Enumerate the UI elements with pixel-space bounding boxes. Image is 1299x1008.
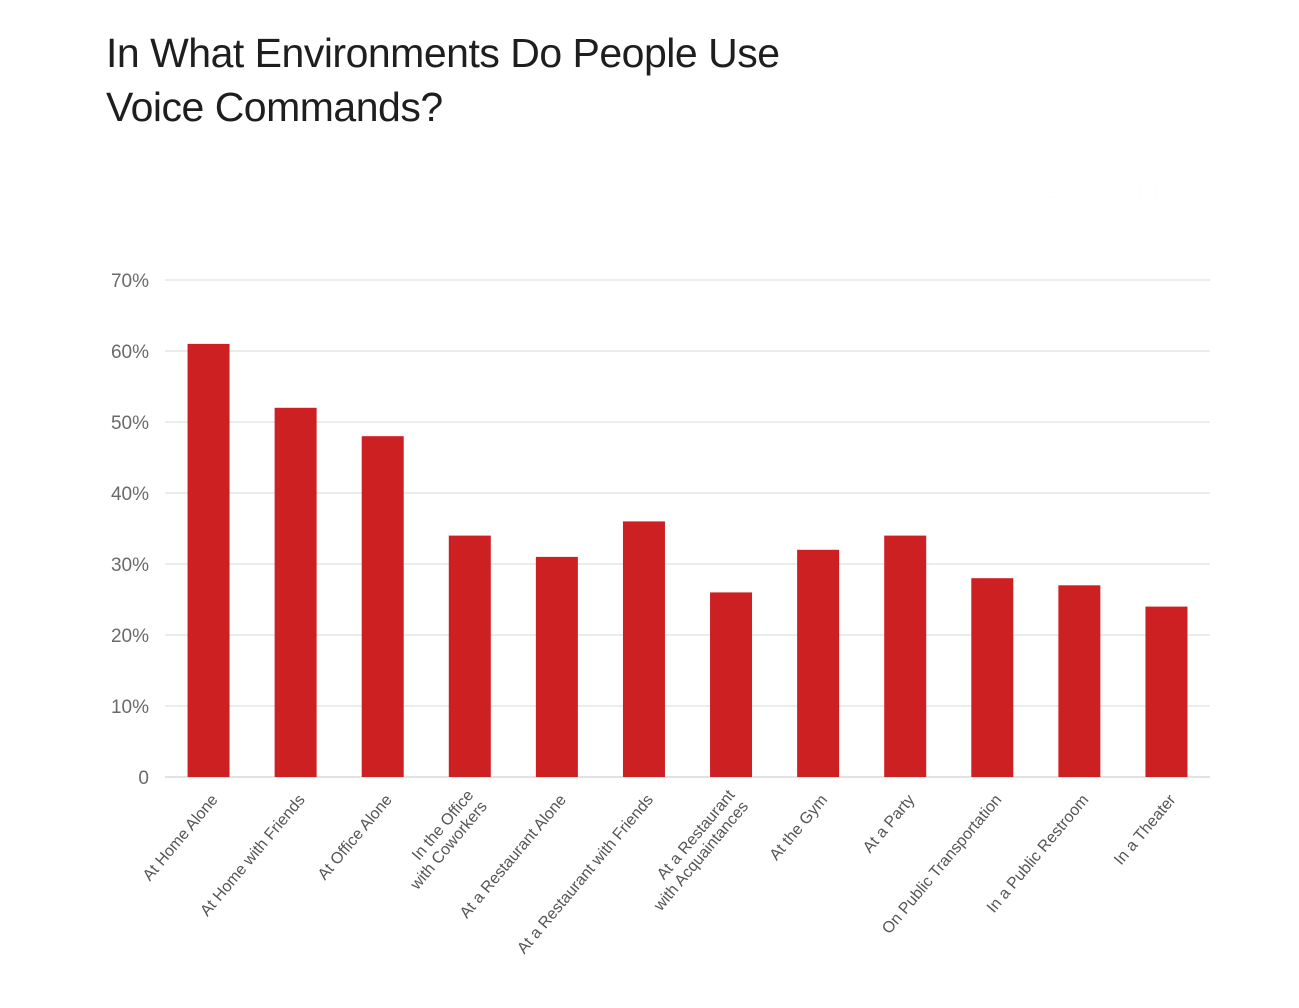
- bar: [971, 578, 1014, 777]
- y-tick-label: 10%: [111, 697, 149, 718]
- x-tick-label: In a Public Restroom: [984, 792, 1092, 917]
- bar: [187, 343, 230, 777]
- y-axis-ticks: 0 10% 20% 30% 40% 50% 60% 70%: [111, 271, 149, 789]
- bar: [1058, 585, 1101, 777]
- grid-lines: [165, 279, 1210, 778]
- bar: [622, 521, 665, 777]
- y-tick-label: 30%: [111, 555, 149, 576]
- bar: [710, 592, 753, 777]
- y-tick-label: 0: [138, 768, 149, 789]
- x-tick-label: In a Theater: [1111, 791, 1180, 868]
- bars: [187, 343, 1188, 777]
- bar: [884, 535, 927, 777]
- bar: [448, 535, 491, 777]
- x-tick-label: At a Party: [860, 792, 918, 857]
- x-tick-label: In the Officewith Coworkers: [393, 787, 491, 894]
- y-tick-label: 40%: [111, 484, 149, 505]
- chart-title: In What Environments Do People Use Voice…: [106, 26, 1006, 134]
- bar: [274, 407, 317, 777]
- y-tick-label: 50%: [111, 413, 149, 434]
- bar: [535, 556, 578, 777]
- bar: [797, 549, 840, 777]
- y-tick-label: 20%: [111, 626, 149, 647]
- x-tick-label: At the Gym: [767, 792, 831, 864]
- chart-title-line-2: Voice Commands?: [106, 84, 443, 130]
- y-tick-label: 60%: [111, 342, 149, 363]
- bar: [1145, 606, 1188, 777]
- y-tick-label: 70%: [111, 271, 149, 292]
- x-tick-label: At Office Alone: [315, 792, 396, 884]
- bar: [361, 436, 404, 777]
- chart-title-line-1: In What Environments Do People Use: [106, 30, 780, 76]
- x-tick-label: At Home Alone: [140, 792, 222, 885]
- watermark-logo: PANDIT: [1040, 175, 1171, 213]
